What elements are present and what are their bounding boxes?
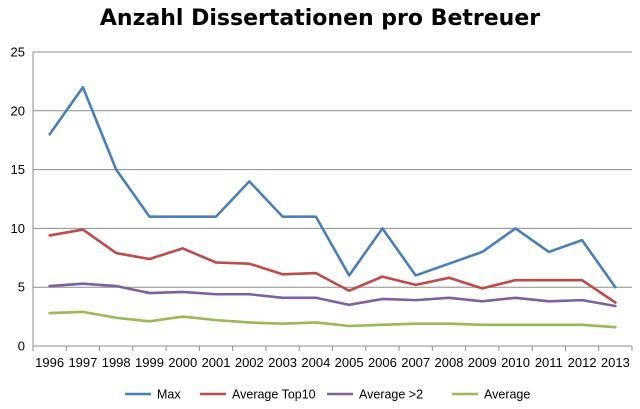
x-tick-label: 2012 <box>568 355 597 370</box>
y-tick-label: 15 <box>11 162 25 177</box>
series-line-max <box>48 85 617 289</box>
x-tick-label: 2004 <box>301 355 330 370</box>
series-line-average <box>48 310 617 329</box>
x-tick-label: 2006 <box>368 355 397 370</box>
x-tick-label: 1998 <box>102 355 131 370</box>
legend-label: Max <box>157 388 181 402</box>
x-tick-label: 2003 <box>268 355 297 370</box>
x-tick-label: 2009 <box>468 355 497 370</box>
chart-title: Anzahl Dissertationen pro Betreuer <box>99 6 541 31</box>
x-tick-label: 2007 <box>401 355 430 370</box>
y-tick-label: 20 <box>11 103 25 118</box>
x-tick-label: 1996 <box>35 355 64 370</box>
x-tick-label: 1999 <box>135 355 164 370</box>
x-tick-label: 1997 <box>68 355 97 370</box>
y-tick-label: 0 <box>18 339 25 354</box>
x-tick-label: 2011 <box>535 355 563 370</box>
legend-label: Average <box>484 388 530 402</box>
x-tick-label: 2001 <box>202 355 231 370</box>
legend-label: Average Top10 <box>232 388 316 402</box>
series-line-average-2 <box>48 282 617 308</box>
x-tick-label: 2002 <box>235 355 264 370</box>
x-tick-label: 2005 <box>335 355 364 370</box>
legend-label: Average >2 <box>359 388 423 402</box>
series-line-average-top10 <box>48 228 617 304</box>
x-tick-label: 2000 <box>168 355 197 370</box>
x-tick-label: 2013 <box>601 355 630 370</box>
x-tick-label: 2008 <box>435 355 464 370</box>
y-tick-label: 10 <box>11 221 25 236</box>
y-tick-label: 5 <box>18 280 25 295</box>
y-tick-label: 25 <box>11 45 25 60</box>
x-tick-label: 2010 <box>501 355 530 370</box>
